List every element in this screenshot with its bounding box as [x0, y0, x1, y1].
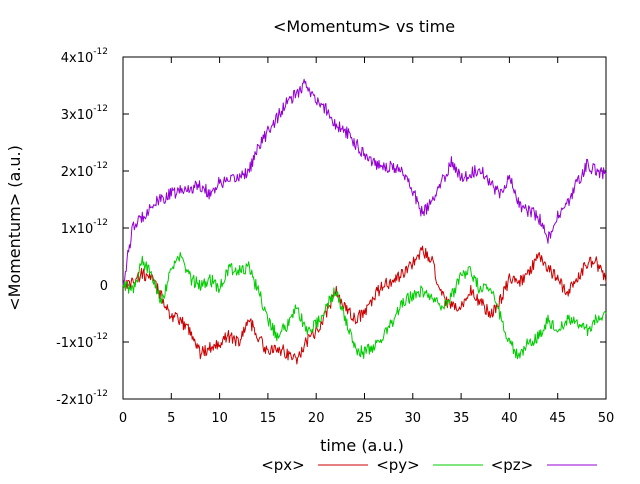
x-tick-label: 25 — [356, 411, 373, 426]
y-tick-label: -2x10-12 — [56, 389, 108, 408]
legend-label: <pz> — [491, 456, 534, 474]
y-tick-labels: 4x10-123x10-122x10-121x10-120-1x10-12-2x… — [56, 47, 108, 408]
y-axis-title: <Momentum> (a.u.) — [5, 145, 24, 311]
x-tick-label: 15 — [260, 411, 277, 426]
series-line — [122, 78, 607, 286]
y-tick-exponent: -12 — [93, 218, 108, 228]
series-line — [122, 245, 607, 365]
y-tick-mantissa: 2x10 — [61, 165, 94, 180]
y-tick-mantissa: -1x10 — [56, 336, 93, 351]
x-tick-labels: 0 5 10 15 20 25 30 35 40 45 50 — [119, 411, 614, 426]
x-tick-label: 50 — [598, 411, 615, 426]
series-lines — [122, 78, 607, 365]
x-tick-label: 0 — [119, 411, 127, 426]
y-tick-label: 3x10-12 — [61, 104, 108, 123]
y-tick-label: -1x10-12 — [56, 332, 108, 351]
x-tick-label: 35 — [453, 411, 470, 426]
legend-label: <py> — [376, 456, 420, 474]
x-axis-title: time (a.u.) — [320, 436, 404, 455]
y-tick-exponent: -12 — [93, 161, 108, 171]
y-tick-mantissa: 4x10 — [61, 51, 94, 66]
x-tick-label: 10 — [211, 411, 228, 426]
y-tick-exponent: -12 — [93, 104, 108, 114]
y-tick-mantissa: 0 — [100, 279, 108, 294]
y-tick-mantissa: -2x10 — [56, 393, 93, 408]
y-tick-label: 1x10-12 — [61, 218, 108, 237]
y-tick-exponent: -12 — [93, 389, 108, 399]
y-tick-label: 0 — [100, 279, 108, 294]
x-tick-label: 20 — [308, 411, 325, 426]
legend-label: <px> — [261, 456, 305, 474]
y-tick-mantissa: 1x10 — [61, 222, 94, 237]
legend: <px> <py> <pz> — [261, 456, 597, 474]
y-tick-label: 4x10-12 — [61, 47, 108, 66]
chart-title: <Momentum> vs time — [273, 17, 455, 36]
y-tick-exponent: -12 — [93, 332, 108, 342]
series-line — [122, 252, 607, 360]
x-tick-label: 30 — [405, 411, 422, 426]
y-tick-label: 2x10-12 — [61, 161, 108, 180]
y-tick-mantissa: 3x10 — [61, 108, 94, 123]
x-tick-label: 45 — [549, 411, 566, 426]
y-tick-exponent: -12 — [93, 47, 108, 57]
x-tick-label: 5 — [167, 411, 175, 426]
x-tick-label: 40 — [501, 411, 518, 426]
